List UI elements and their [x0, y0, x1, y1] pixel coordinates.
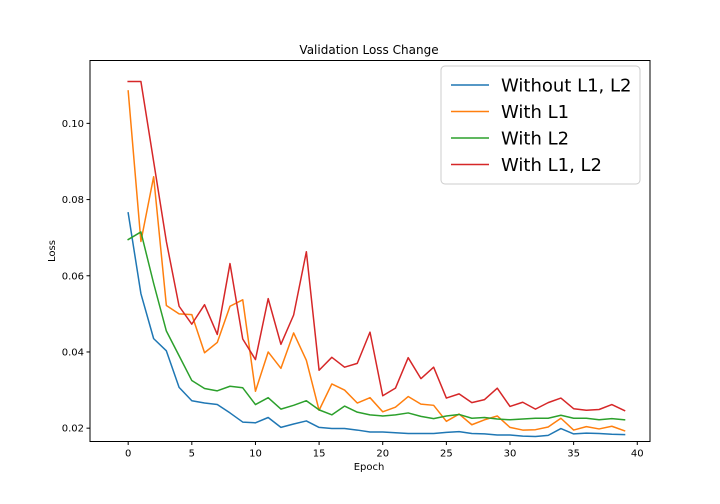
- x-axis-ticks: 0 5 10 15 20 25 30 35 40: [125, 441, 644, 460]
- y-tick-label: 0.10: [62, 119, 84, 130]
- legend-box: [440, 65, 641, 185]
- y-tick-label: 0.06: [62, 271, 84, 282]
- legend-label-3: With L2: [501, 129, 569, 150]
- chart-title: Validation Loss Change: [299, 43, 438, 57]
- series-layer: [127, 80, 626, 438]
- x-tick-label: 10: [249, 449, 262, 460]
- x-tick-label: 20: [376, 449, 389, 460]
- series-line-2: [127, 90, 626, 432]
- x-tick-label: 40: [631, 449, 644, 460]
- legend-label-4: With L1, L2: [501, 155, 602, 176]
- legend: Without L1, L2 With L1 With L2 With L1, L2: [440, 65, 641, 185]
- x-tick-label: 5: [189, 449, 195, 460]
- x-tick-label: 30: [504, 449, 517, 460]
- y-axis-label: Loss: [47, 240, 58, 262]
- x-tick-label: 15: [313, 449, 326, 460]
- legend-label-1: Without L1, L2: [501, 76, 631, 97]
- series-line-4: [127, 80, 626, 412]
- axes-border: [89, 60, 651, 442]
- y-tick-label: 0.04: [62, 347, 84, 358]
- x-tick-label: 35: [567, 449, 580, 460]
- y-axis-ticks: 0.02 0.04 0.06 0.08 0.10: [62, 119, 90, 435]
- y-tick-label: 0.08: [62, 195, 84, 206]
- x-tick-label: 0: [125, 449, 131, 460]
- x-tick-label: 25: [440, 449, 453, 460]
- x-axis-label: Epoch: [354, 462, 385, 473]
- legend-label-2: With L1: [501, 102, 569, 123]
- series-line-3: [127, 231, 626, 421]
- series-line-1: [127, 212, 626, 438]
- y-tick-label: 0.02: [62, 424, 84, 435]
